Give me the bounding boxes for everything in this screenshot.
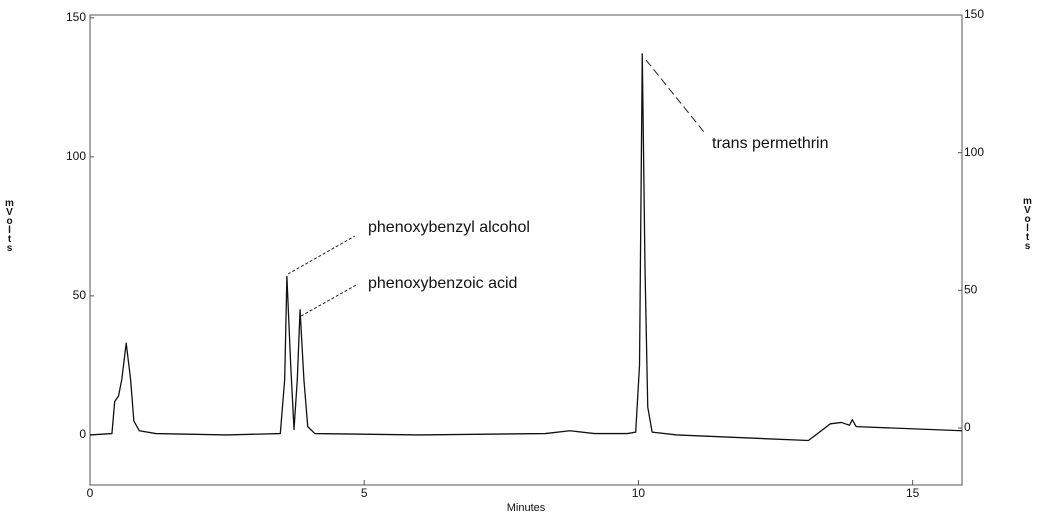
trace bbox=[89, 53, 963, 442]
x-axis-label: Minutes bbox=[507, 502, 546, 514]
leader-line bbox=[300, 283, 359, 317]
x-tick-label: 15 bbox=[906, 486, 920, 500]
y-tick-label: 50 bbox=[73, 288, 87, 302]
y2-tick-label: 100 bbox=[964, 145, 984, 159]
annotation: phenoxybenzoic acid bbox=[368, 275, 517, 292]
y-tick-label: 0 bbox=[79, 427, 86, 441]
y-axis-label: mVolts bbox=[4, 198, 15, 252]
y2-tick-label: 150 bbox=[964, 7, 984, 21]
x-tick-label: 10 bbox=[632, 486, 646, 500]
plot-frame bbox=[89, 14, 963, 486]
annotation: trans permethrin bbox=[712, 135, 829, 152]
y2-tick-label: 0 bbox=[964, 420, 971, 434]
y-tick-label: 150 bbox=[66, 10, 86, 24]
x-tick-label: 0 bbox=[87, 486, 94, 500]
annotation: phenoxybenzyl alcohol bbox=[368, 219, 530, 236]
y2-tick-label: 50 bbox=[964, 283, 978, 297]
leader-line bbox=[645, 59, 705, 133]
y2-axis-label: mVolts bbox=[1022, 196, 1033, 250]
y-tick-label: 100 bbox=[66, 149, 86, 163]
leader-line bbox=[287, 235, 356, 275]
x-tick-label: 5 bbox=[361, 486, 368, 500]
